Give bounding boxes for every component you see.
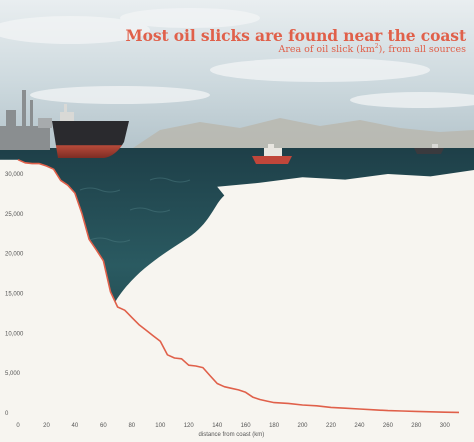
subtitle-superscript: 2 xyxy=(374,43,379,50)
x-tick-label: 60 xyxy=(100,423,107,429)
x-tick-label: 220 xyxy=(326,423,337,429)
chart-background-mask xyxy=(0,159,474,442)
x-axis: 0 20 40 60 80 100 120 140 160 180 200 220 240 260 280 3… xyxy=(16,423,450,429)
x-tick-label: 20 xyxy=(43,423,50,429)
distant-ship-icon xyxy=(414,144,444,154)
x-tick-label: 140 xyxy=(212,423,223,429)
y-tick-label: 25,000 xyxy=(5,212,24,218)
x-tick-label: 300 xyxy=(440,423,451,429)
y-tick-label: 15,000 xyxy=(5,292,24,298)
x-tick-label: 180 xyxy=(269,423,280,429)
x-tick-label: 160 xyxy=(241,423,252,429)
x-tick-label: 280 xyxy=(411,423,422,429)
x-tick-label: 100 xyxy=(155,423,166,429)
y-tick-label: 20,000 xyxy=(5,252,24,258)
chart-title: Most oil slicks are found near the coast xyxy=(125,26,467,45)
y-axis: 0 5,000 10,000 15,000 20,000 25,000 30,000 xyxy=(5,172,24,417)
x-axis-label: distance from coast (km) xyxy=(199,432,265,438)
x-tick-label: 0 xyxy=(16,423,20,429)
chart-subtitle: Area of oil slick (km2), from all source… xyxy=(278,43,466,55)
clouds xyxy=(0,8,474,108)
y-tick-label: 5,000 xyxy=(5,371,21,377)
x-tick-label: 120 xyxy=(184,423,195,429)
refinery-icon xyxy=(0,90,52,150)
x-tick-label: 200 xyxy=(297,423,308,429)
subtitle-text: Area of oil slick (km xyxy=(278,44,375,56)
oil-tanker-icon xyxy=(52,104,129,158)
x-tick-label: 80 xyxy=(128,423,135,429)
series-line xyxy=(17,158,460,414)
y-tick-label: 0 xyxy=(5,411,9,417)
small-boat-icon xyxy=(252,144,292,164)
wave-highlights xyxy=(79,177,191,243)
x-tick-label: 240 xyxy=(354,423,365,429)
x-tick-label: 260 xyxy=(383,423,394,429)
y-tick-label: 30,000 xyxy=(5,172,24,178)
subtitle-units: ), from all sources xyxy=(378,44,466,56)
x-tick-label: 40 xyxy=(72,423,79,429)
distant-hills xyxy=(130,118,474,150)
y-tick-label: 10,000 xyxy=(5,331,24,337)
